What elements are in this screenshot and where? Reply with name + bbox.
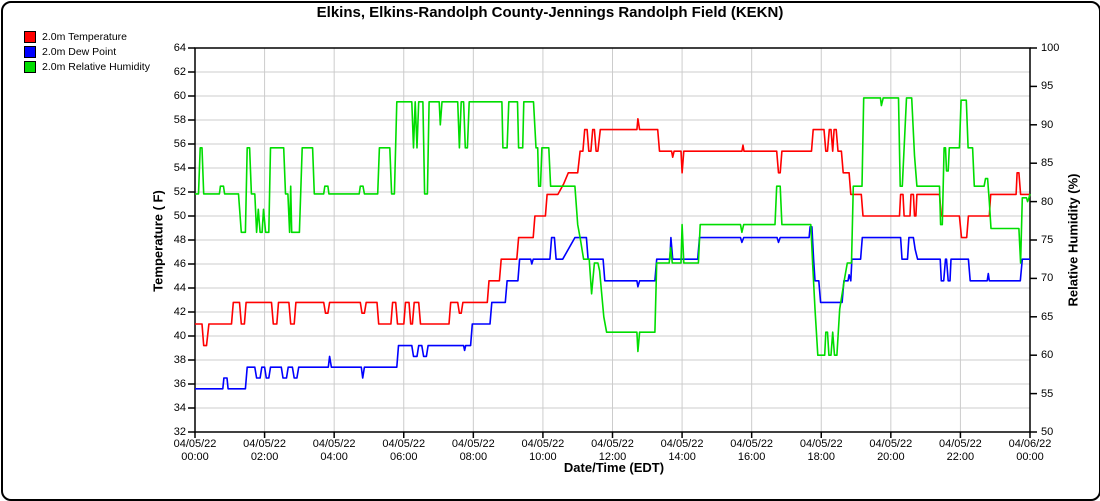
left-axis-tick-label: 50: [173, 210, 186, 222]
left-axis-tick-label: 36: [173, 378, 186, 390]
left-axis-tick-label: 52: [173, 186, 186, 198]
legend-label: 2.0m Dew Point: [42, 45, 117, 58]
chart-legend: 2.0m Temperature 2.0m Dew Point 2.0m Relat…: [24, 29, 150, 74]
legend-item: 2.0m Dew Point: [24, 44, 150, 59]
left-axis-tick-label: 32: [173, 426, 186, 438]
legend-item: 2.0m Relative Humidity: [24, 59, 150, 74]
legend-label: 2.0m Relative Humidity: [42, 60, 150, 73]
legend-swatch-icon: [24, 60, 36, 73]
x-tick-time: 00:00: [181, 451, 209, 463]
x-axis-tick-label: 04/05/22 12:00: [577, 438, 649, 464]
x-tick-date: 04/05/22: [521, 438, 565, 450]
x-axis-tick-label: 04/05/22 04:00: [298, 438, 370, 464]
x-tick-time: 00:00: [1016, 451, 1044, 463]
right-axis-tick-label: 65: [1041, 310, 1054, 323]
x-tick-time: 12:00: [598, 451, 627, 463]
right-axis-tick-label: 70: [1041, 272, 1054, 285]
x-tick-time: 02:00: [250, 451, 279, 463]
x-axis-tick-label: 04/05/22 20:00: [855, 438, 927, 464]
series-line: [195, 97, 1031, 357]
right-axis-tick-label: 75: [1041, 234, 1054, 246]
x-axis-tick-label: 04/05/22 16:00: [716, 438, 788, 464]
left-axis-tick-label: 64: [173, 42, 186, 54]
right-axis-tick-label: 55: [1041, 387, 1054, 400]
legend-item: 2.0m Temperature: [24, 29, 150, 44]
legend-label: 2.0m Temperature: [42, 30, 128, 43]
x-tick-time: 08:00: [459, 451, 488, 463]
right-axis-tick-label: 60: [1041, 349, 1054, 362]
x-axis-tick-label: 04/05/22 10:00: [507, 438, 579, 464]
left-axis-tick-label: 40: [173, 330, 186, 342]
x-tick-time: 22:00: [946, 451, 975, 463]
left-axis-tick-label: 62: [173, 66, 186, 78]
x-tick-date: 04/06/22: [1008, 438, 1052, 450]
x-tick-time: 16:00: [737, 451, 766, 463]
left-axis-tick-label: 46: [173, 258, 186, 270]
left-axis-tick-label: 60: [173, 90, 186, 102]
x-tick-date: 04/05/22: [730, 438, 774, 450]
x-axis-tick-label: 04/05/22 14:00: [646, 438, 718, 464]
left-axis-tick-label: 54: [173, 162, 186, 174]
x-axis-title: Date/Time (EDT): [563, 460, 665, 475]
right-axis-tick-label: 50: [1041, 426, 1054, 438]
x-axis-tick-label: 04/05/22 06:00: [368, 438, 440, 464]
left-axis-tick-label: 42: [173, 306, 186, 318]
x-tick-date: 04/05/22: [660, 438, 704, 450]
x-axis-tick-label: 04/05/22 18:00: [785, 438, 857, 464]
right-axis-tick-label: 90: [1041, 118, 1054, 131]
x-axis-tick-label: 04/05/22 22:00: [924, 438, 996, 464]
x-tick-time: 04:00: [320, 451, 348, 463]
legend-swatch-icon: [24, 30, 36, 43]
x-tick-date: 04/05/22: [312, 438, 356, 450]
left-axis-tick-label: 58: [173, 114, 186, 126]
x-tick-date: 04/05/22: [382, 438, 426, 450]
x-tick-date: 04/05/22: [243, 438, 286, 450]
x-tick-time: 18:00: [807, 451, 836, 463]
right-axis-tick-label: 80: [1041, 195, 1054, 208]
x-tick-date: 04/05/22: [591, 438, 634, 450]
x-tick-date: 04/05/22: [799, 438, 843, 450]
chart-title: Elkins, Elkins-Randolph County-Jennings …: [316, 4, 784, 21]
x-axis-tick-label: 04/06/22 00:00: [994, 438, 1066, 464]
x-tick-time: 14:00: [668, 451, 696, 463]
x-tick-time: 10:00: [529, 451, 557, 463]
legend-swatch-icon: [24, 45, 36, 58]
x-axis-tick-label: 04/05/22 00:00: [159, 438, 231, 464]
right-axis-tick-label: 100: [1041, 42, 1060, 54]
x-tick-date: 04/05/22: [173, 438, 217, 450]
right-axis-tick-label: 85: [1041, 157, 1054, 170]
x-tick-time: 20:00: [877, 451, 905, 463]
x-tick-date: 04/05/22: [869, 438, 913, 450]
left-axis-tick-label: 48: [173, 234, 186, 246]
right-axis-tick-label: 95: [1041, 80, 1054, 93]
left-axis-tick-label: 34: [173, 402, 186, 414]
x-tick-date: 04/05/22: [938, 438, 982, 450]
x-axis-tick-label: 04/05/22 02:00: [229, 438, 301, 464]
x-tick-time: 06:00: [389, 451, 418, 463]
left-axis-tick-label: 56: [173, 138, 186, 150]
left-axis-tick-label: 38: [173, 354, 186, 366]
x-tick-date: 04/05/22: [451, 438, 495, 450]
x-axis-tick-label: 04/05/22 08:00: [437, 438, 509, 464]
left-axis-tick-label: 44: [173, 282, 186, 294]
series-line: [195, 226, 1030, 390]
left-axis-title: Temperature ( F): [150, 190, 166, 292]
right-axis-title: Relative Humidity (%): [1065, 173, 1081, 307]
series-line: [195, 118, 1030, 347]
